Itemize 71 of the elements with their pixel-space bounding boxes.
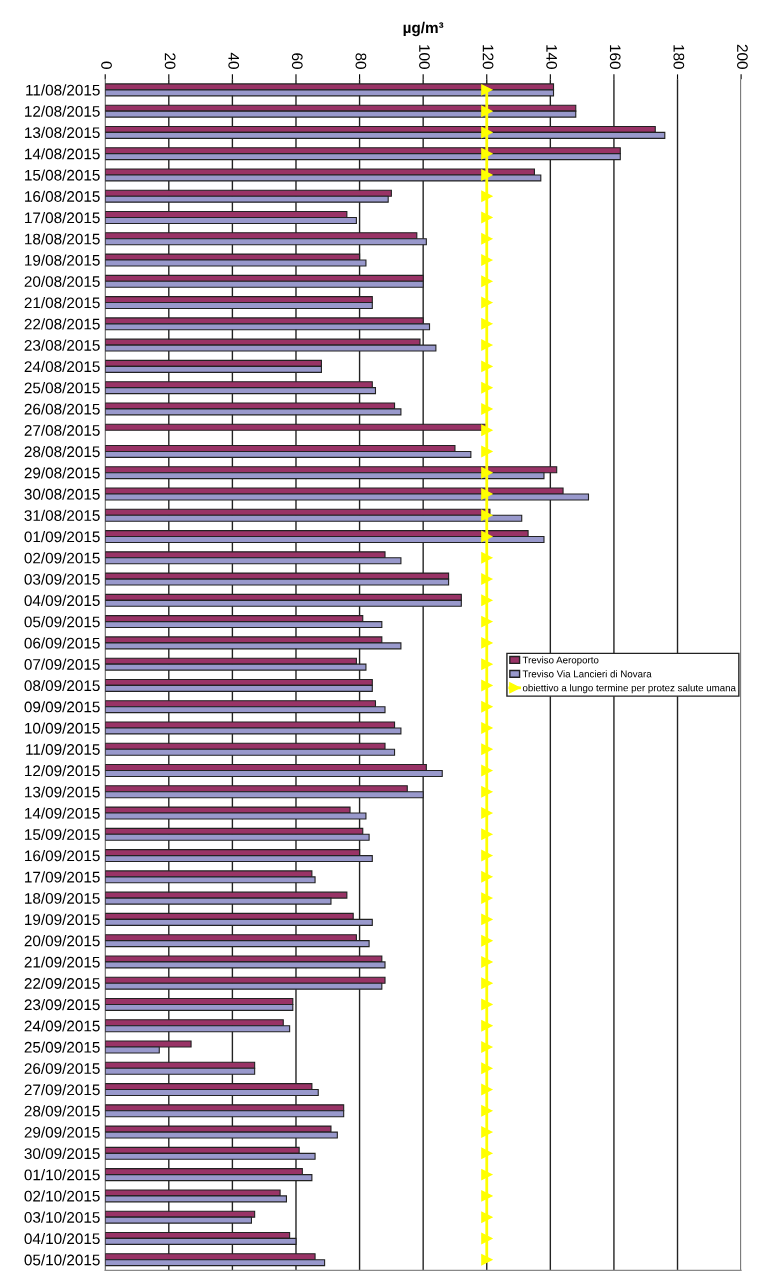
y-tick-label: 11/09/2015 <box>26 743 100 755</box>
x-tick-label: 200 <box>737 44 748 69</box>
x-tick-label: 40 <box>228 52 240 69</box>
legend-label: obiettivo a lungo termine per protez salute umana <box>522 684 736 694</box>
y-tick-label: 06/09/2015 <box>24 637 100 649</box>
y-tick-label: 02/09/2015 <box>24 552 100 564</box>
y-tick-label: 23/08/2015 <box>24 339 100 351</box>
y-tick-label: 05/10/2015 <box>24 1254 100 1266</box>
y-tick-label: 26/09/2015 <box>24 1062 100 1074</box>
y-tick-label: 21/08/2015 <box>24 297 100 309</box>
y-tick-label: 13/09/2015 <box>25 786 100 798</box>
y-tick-label: 09/09/2015 <box>24 701 100 713</box>
y-tick-label: 26/08/2015 <box>24 403 100 415</box>
x-tick-label: 0 <box>101 61 112 69</box>
y-tick-label: 13/08/2015 <box>25 126 100 139</box>
y-tick-label: 31/08/2015 <box>24 509 100 521</box>
y-tick-label: 25/08/2015 <box>24 382 100 394</box>
y-tick-label: 24/08/2015 <box>24 360 100 373</box>
x-tick-label: 180 <box>673 45 685 69</box>
y-tick-label: 21/09/2015 <box>24 956 100 968</box>
y-tick-label: 28/08/2015 <box>24 445 100 458</box>
y-tick-label: 07/09/2015 <box>24 658 100 670</box>
y-tick-label: 18/09/2015 <box>25 892 100 904</box>
y-tick-label: 16/08/2015 <box>25 190 100 202</box>
x-tick-label: 120 <box>482 45 494 69</box>
y-tick-label: 27/08/2015 <box>24 424 100 436</box>
y-tick-label: 04/10/2015 <box>24 1232 100 1245</box>
y-tick-label: 29/09/2015 <box>24 1126 100 1138</box>
y-tick-label: 27/09/2015 <box>24 1084 100 1096</box>
y-tick-label: 12/09/2015 <box>25 764 100 777</box>
x-axis-title: µg/m³ <box>403 21 444 37</box>
y-tick-label: 05/09/2015 <box>24 616 100 628</box>
y-tick-label: 22/08/2015 <box>24 318 100 330</box>
y-tick-label: 02/10/2015 <box>24 1190 100 1202</box>
y-tick-label: 11/08/2015 <box>26 84 100 96</box>
x-tick-label: 100 <box>419 45 430 69</box>
y-tick-label: 16/09/2015 <box>25 850 100 862</box>
legend-label: Treviso Aeroporto <box>522 656 599 666</box>
x-tick-label: 160 <box>609 45 621 69</box>
y-tick-label: 30/09/2015 <box>24 1147 100 1160</box>
y-tick-label: 29/08/2015 <box>24 467 100 479</box>
y-tick-label: 15/08/2015 <box>25 169 100 181</box>
y-tick-label: 14/09/2015 <box>25 807 100 819</box>
y-tick-label: 10/09/2015 <box>25 722 100 734</box>
y-tick-label: 15/09/2015 <box>25 828 100 840</box>
y-tick-label: 28/09/2015 <box>24 1105 100 1117</box>
y-tick-label: 23/09/2015 <box>24 998 100 1011</box>
y-tick-label: 19/09/2015 <box>25 913 100 926</box>
y-tick-label: 03/10/2015 <box>24 1211 100 1223</box>
y-tick-label: 03/09/2015 <box>24 573 100 585</box>
legend-label: Treviso Via Lancieri di Novara <box>522 670 652 678</box>
y-tick-label: 25/09/2015 <box>24 1041 100 1053</box>
x-tick-label: 20 <box>164 53 176 69</box>
y-tick-label: 24/09/2015 <box>24 1020 100 1032</box>
y-tick-label: 20/08/2015 <box>24 275 100 287</box>
y-tick-label: 19/08/2015 <box>25 254 100 266</box>
x-tick-label: 80 <box>355 53 367 69</box>
y-tick-label: 01/10/2015 <box>24 1169 100 1181</box>
y-tick-label: 20/09/2015 <box>24 935 100 947</box>
y-tick-label: 04/09/2015 <box>24 594 100 607</box>
y-tick-label: 30/08/2015 <box>24 488 100 500</box>
y-tick-label: 22/09/2015 <box>24 977 100 989</box>
y-tick-label: 14/08/2015 <box>25 148 100 160</box>
x-tick-label: 60 <box>291 53 303 69</box>
y-tick-label: 17/09/2015 <box>25 871 100 883</box>
y-tick-label: 18/08/2015 <box>25 233 100 245</box>
y-tick-label: 01/09/2015 <box>24 531 100 543</box>
y-tick-label: 17/08/2015 <box>25 211 100 224</box>
y-tick-label: 12/08/2015 <box>25 105 100 117</box>
x-tick-label: 140 <box>546 45 558 69</box>
y-tick-label: 08/09/2015 <box>24 679 100 692</box>
